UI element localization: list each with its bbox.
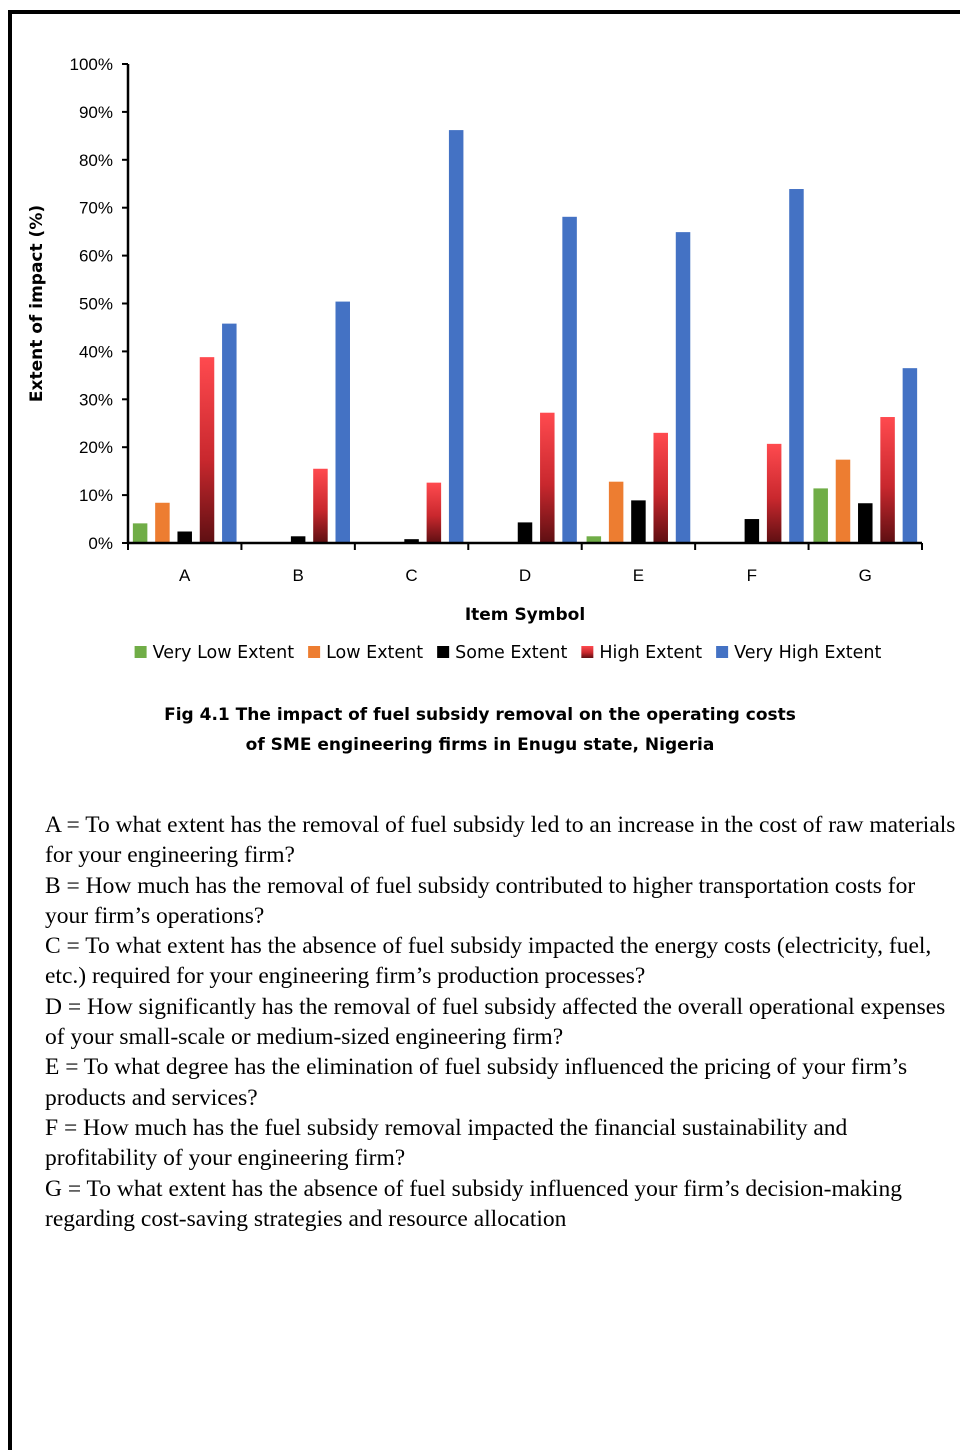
bar-high-extent-c (426, 482, 442, 543)
legend: Very Low Extent Low Extent Some Extent High… (134, 643, 882, 663)
bar-very-low-extent-g (813, 488, 828, 543)
note-c: C = To what extent has the absence of fu… (45, 933, 932, 990)
item-notes: A = To what extent has the removal of fu… (45, 810, 960, 1234)
bar-high-extent-e (653, 432, 668, 543)
figure-frame (8, 10, 960, 1450)
legend-swatch (308, 646, 321, 658)
bar-some-extent-b (290, 536, 306, 543)
caption-line-2: of SME engineering firms in Enugu state,… (245, 735, 715, 755)
caption-line-1: Fig 4.1 The impact of fuel subsidy remov… (164, 705, 796, 725)
bar-very-high-extent-c (448, 130, 464, 544)
bar-high-extent-b (313, 468, 328, 543)
bar-very-high-extent-e (675, 232, 691, 543)
y-axis-title: Extent of impact (%) (27, 205, 47, 402)
bar-low-extent-g (835, 459, 851, 543)
bar-some-extent-d (517, 522, 533, 543)
legend-swatch (134, 646, 147, 658)
note-d: D = How significantly has the removal of… (45, 993, 946, 1051)
y-tick-label: 80% (79, 151, 113, 170)
y-tick-label: 30% (79, 390, 113, 409)
bars-group (132, 130, 918, 544)
legend-label: High Extent (599, 643, 702, 663)
legend-label: Very Low Extent (153, 643, 295, 663)
x-tick-label: B (292, 566, 303, 585)
bar-very-low-extent-a (132, 523, 148, 543)
legend-item-low-extent: Low Extent (308, 643, 423, 663)
figure-caption: Fig 4.1 The impact of fuel subsidy remov… (0, 700, 960, 760)
bar-low-extent-e (608, 481, 624, 543)
x-tick-label: C (405, 566, 417, 585)
bar-very-low-extent-e (586, 536, 602, 543)
y-tick-label: 60% (79, 247, 113, 266)
y-tick-label: 0% (88, 534, 113, 553)
bar-low-extent-a (155, 502, 170, 543)
legend-swatch (716, 646, 729, 658)
legend-item-very-low-extent: Very Low Extent (134, 643, 295, 663)
bar-very-high-extent-a (222, 323, 237, 543)
legend-swatch (437, 646, 450, 658)
y-tick-label: 20% (79, 438, 113, 457)
legend-item-some-extent: Some Extent (437, 643, 567, 663)
legend-swatch (581, 646, 594, 658)
legend-label: Some Extent (455, 643, 567, 663)
note-e: E = To what degree has the elimination o… (45, 1054, 908, 1111)
legend-label: Very High Extent (734, 643, 881, 663)
bar-some-extent-g (858, 503, 873, 543)
y-tick-label: 100% (70, 55, 113, 74)
legend-label: Low Extent (326, 643, 423, 663)
bar-some-extent-a (177, 531, 192, 543)
legend-item-very-high-extent: Very High Extent (716, 643, 882, 663)
bar-very-high-extent-d (562, 216, 577, 543)
note-b: B = How much has the removal of fuel sub… (45, 872, 916, 929)
bar-high-extent-a (199, 357, 215, 543)
bar-high-extent-g (880, 417, 895, 543)
y-tick-label: 10% (79, 486, 113, 505)
x-tick-label: A (179, 566, 191, 585)
y-tick-label: 40% (79, 342, 113, 361)
x-tick-label: F (747, 566, 757, 585)
y-tick-label: 50% (79, 295, 113, 314)
note-a: A = To what extent has the removal of fu… (45, 812, 956, 869)
bar-some-extent-e (631, 500, 646, 543)
bar-some-extent-f (744, 519, 760, 543)
bar-very-high-extent-g (902, 368, 918, 543)
legend-item-high-extent: High Extent (581, 643, 702, 663)
note-g: G = To what extent has the absence of fu… (45, 1175, 902, 1232)
x-tick-label: E (633, 566, 644, 585)
x-axis-title: Item Symbol (465, 605, 585, 625)
y-tick-label: 90% (79, 103, 113, 122)
note-f: F = How much has the fuel subsidy remova… (45, 1114, 848, 1172)
bar-high-extent-f (766, 443, 782, 543)
bar-very-high-extent-f (789, 189, 804, 544)
y-tick-label: 70% (79, 199, 113, 218)
bar-high-extent-d (540, 412, 555, 543)
bar-very-high-extent-b (335, 301, 350, 543)
bar-chart: 0% 10% 20% 30% 40% 50% 60% 70% 80% 90% 100% A B C D E F G… (27, 55, 923, 663)
x-tick-label: D (519, 566, 531, 585)
bar-some-extent-c (404, 539, 419, 543)
axes-group: 0% 10% 20% 30% 40% 50% 60% 70% 80% 90% 100% A B C D E F G (70, 55, 923, 585)
x-tick-label: G (859, 566, 872, 585)
